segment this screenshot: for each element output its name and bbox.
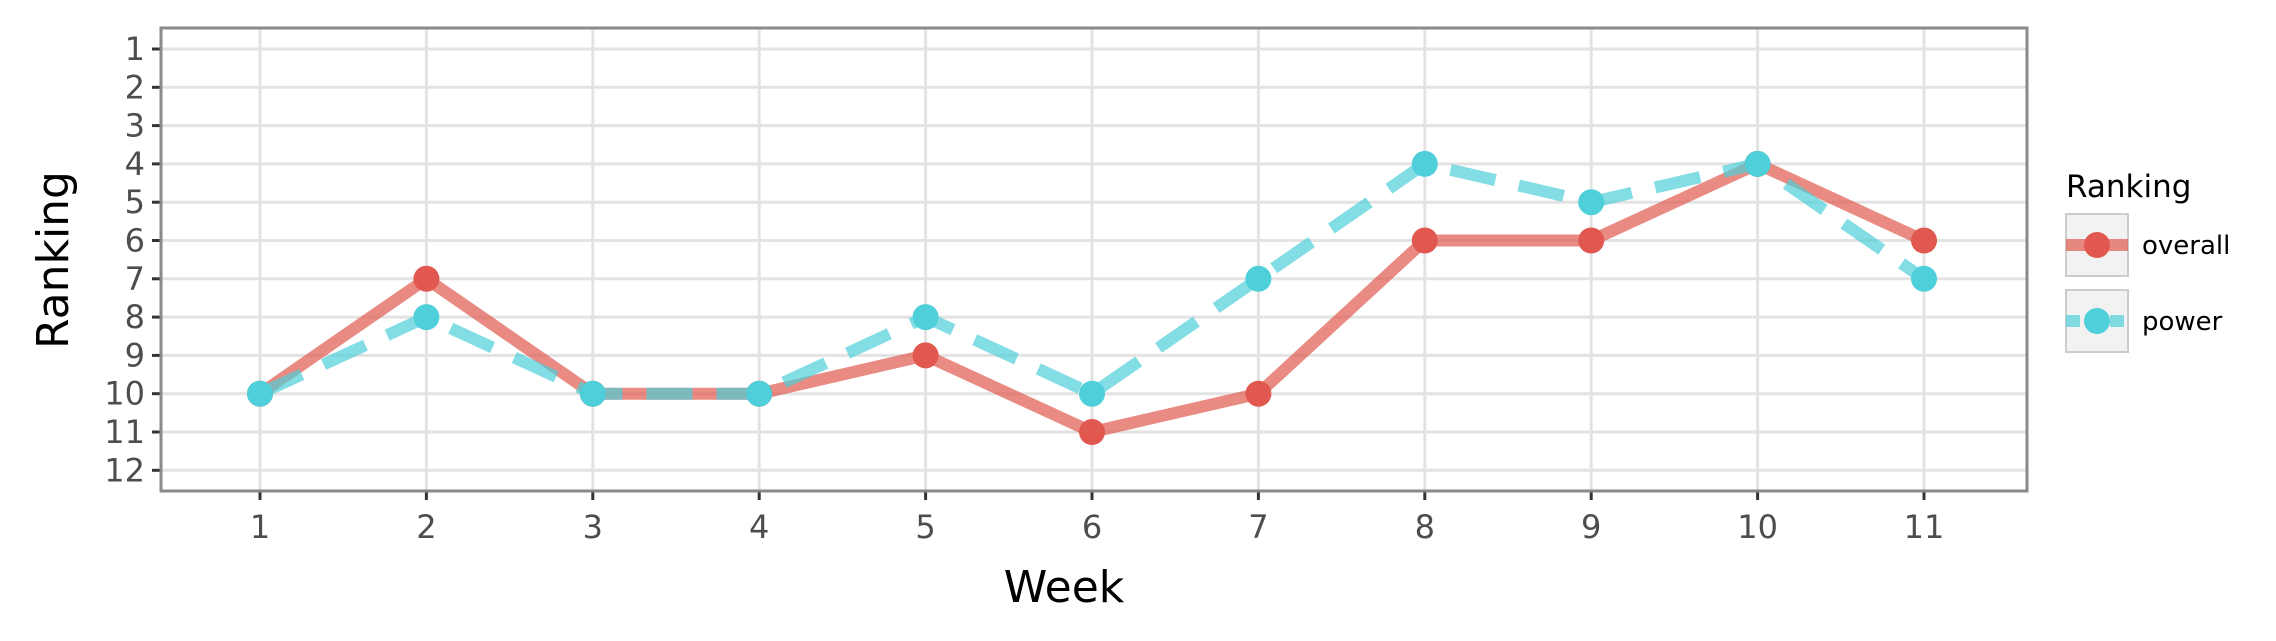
x-tick-label: 8 [1415, 508, 1435, 546]
point-power [1911, 265, 1937, 292]
x-tick-label: 6 [1082, 508, 1102, 546]
y-tick-label: 2 [125, 68, 145, 106]
y-tick-label: 9 [125, 336, 145, 374]
point-power [1744, 150, 1771, 177]
point-overall [1245, 380, 1272, 407]
x-tick-label: 10 [1737, 508, 1778, 546]
x-axis: 1 2 3 4 5 6 7 8 9 10 11 [250, 491, 1945, 546]
point-power [413, 304, 440, 331]
point-power [1578, 189, 1605, 216]
point-overall [413, 265, 440, 292]
point-overall [912, 342, 939, 369]
x-tick-label: 3 [583, 508, 603, 546]
x-tick-label: 11 [1904, 508, 1945, 546]
legend-key-point-power [2084, 308, 2110, 334]
point-power [1411, 150, 1438, 177]
y-tick-label: 11 [104, 413, 145, 451]
y-tick-label: 7 [125, 260, 145, 298]
point-power [1079, 380, 1105, 407]
y-tick-label: 3 [125, 107, 145, 145]
point-power [912, 304, 939, 331]
y-tick-label: 1 [125, 30, 145, 68]
y-tick-label: 10 [104, 375, 145, 413]
point-overall [1578, 227, 1605, 254]
x-tick-label: 9 [1581, 508, 1601, 546]
legend-key-point-overall [2084, 232, 2110, 258]
y-tick-label: 12 [104, 451, 145, 489]
plot-panel [161, 28, 2027, 491]
point-overall [1079, 419, 1105, 445]
series-layer [247, 150, 1937, 445]
x-tick-label: 2 [416, 508, 436, 546]
legend-title: Ranking [2066, 169, 2191, 205]
point-overall [1911, 227, 1937, 254]
x-axis-title: Week [1004, 562, 1125, 613]
point-power [579, 380, 606, 407]
plot-border [159, 26, 2029, 493]
y-tick-label: 8 [125, 298, 145, 336]
x-tick-label: 4 [749, 508, 769, 546]
series-line-power [257, 157, 1928, 400]
point-power [247, 380, 273, 407]
x-tick-label: 7 [1248, 508, 1268, 546]
y-tick-label: 4 [125, 145, 145, 183]
x-tick-label: 1 [250, 508, 270, 546]
y-tick-label: 6 [125, 222, 145, 260]
y-tick-label: 5 [125, 183, 145, 221]
legend: Ranking overall power [2065, 169, 2230, 353]
legend-label-overall: overall [2142, 231, 2230, 261]
point-power [1245, 265, 1272, 292]
point-power [746, 380, 773, 407]
x-tick-label: 5 [915, 508, 935, 546]
point-overall [1411, 227, 1438, 254]
y-axis-title: Ranking [28, 171, 79, 349]
legend-label-power: power [2142, 307, 2223, 337]
